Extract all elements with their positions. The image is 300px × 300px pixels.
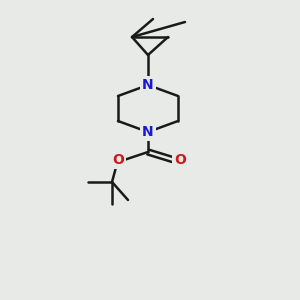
Text: O: O [174, 153, 186, 167]
Text: N: N [142, 78, 154, 92]
Text: O: O [112, 153, 124, 167]
Text: N: N [142, 125, 154, 139]
